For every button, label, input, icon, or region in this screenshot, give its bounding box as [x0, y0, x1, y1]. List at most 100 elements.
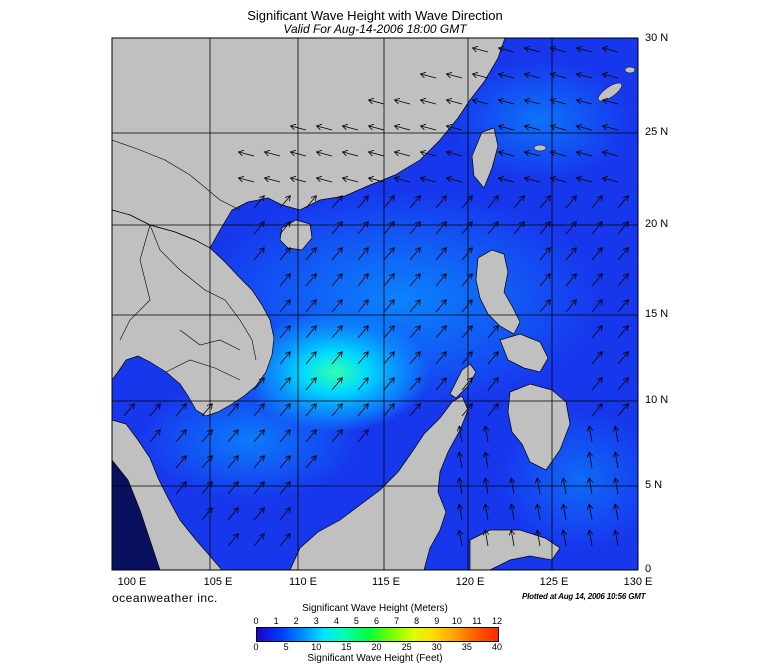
wave-arrow [369, 152, 385, 157]
wave-arrow [279, 274, 290, 287]
wave-arrow [305, 378, 316, 391]
wave-arrow [357, 378, 368, 391]
lat-label-25n: 25 N [645, 126, 669, 138]
wave-arrow [499, 48, 515, 53]
wave-arrow [357, 248, 368, 261]
wave-arrow [513, 196, 524, 209]
wave-arrow [565, 196, 576, 209]
wave-arrow [317, 126, 333, 131]
wave-arrow [537, 530, 540, 547]
wave-arrow [435, 248, 446, 261]
wave-arrow [565, 248, 576, 261]
wave-arrow [435, 378, 446, 391]
wave-arrow [253, 508, 264, 521]
wave-arrow [461, 326, 472, 339]
colorbar-tick: 2 [293, 616, 299, 626]
wave-arrow [461, 378, 472, 391]
wave-arrow [395, 126, 411, 131]
wave-arrow [253, 222, 264, 235]
wave-arrow [279, 222, 290, 235]
wave-arrow [551, 100, 567, 105]
wave-arrow [265, 178, 281, 183]
wave-arrow [357, 404, 368, 417]
colorbar-tick: 25 [401, 642, 412, 652]
wave-arrow [615, 426, 618, 443]
lon-label-125e: 125 E [539, 576, 569, 588]
wave-arrow [123, 404, 134, 417]
wave-arrow [617, 404, 628, 417]
wave-arrow [591, 222, 602, 235]
wave-arrow [421, 178, 437, 183]
wave-arrow [591, 274, 602, 287]
wave-arrow [253, 196, 264, 209]
wave-arrow [525, 126, 541, 131]
wave-arrow [551, 74, 567, 79]
wave-arrow [525, 152, 541, 157]
wave-arrow [409, 300, 420, 313]
plotted-timestamp: Plotted at Aug 14, 2006 10:56 GMT [522, 592, 646, 601]
land-borneo [289, 395, 469, 570]
colorbar-tick: 6 [373, 616, 379, 626]
wave-arrow [617, 300, 628, 313]
wave-arrow [305, 404, 316, 417]
wave-arrow [499, 126, 515, 131]
wave-arrow [279, 248, 290, 261]
colorbar-meters-title: Significant Wave Height (Meters) [302, 603, 448, 614]
wave-arrow [537, 504, 540, 521]
wave-arrow [227, 430, 238, 443]
colorbar-tick: 20 [371, 642, 382, 652]
wave-arrow [305, 430, 316, 443]
wave-arrow [473, 100, 489, 105]
land-sumatra [112, 459, 161, 570]
wave-arrow [487, 352, 498, 365]
wave-direction-arrows [123, 48, 628, 547]
colorbar-tick: 10 [451, 616, 462, 626]
wave-arrow [409, 352, 420, 365]
wave-hotspot [240, 312, 430, 432]
wave-arrow [461, 404, 472, 417]
wave-arrow [409, 274, 420, 287]
wave-arrow [525, 100, 541, 105]
wave-arrow [383, 248, 394, 261]
wave-arrow [383, 222, 394, 235]
wave-arrow [305, 300, 316, 313]
wave-arrow [331, 222, 342, 235]
colorbar-tick: 1 [273, 616, 279, 626]
wave-arrow [227, 404, 238, 417]
colorbar-tick: 35 [461, 642, 472, 652]
wave-arrow [409, 248, 420, 261]
wave-arrow [485, 426, 488, 443]
wave-arrow [591, 248, 602, 261]
wave-arrow [485, 530, 488, 547]
wave-arrow [617, 274, 628, 287]
lat-label-10n: 10 N [645, 394, 669, 406]
wave-arrow [357, 430, 368, 443]
wave-arrow [279, 352, 290, 365]
wave-arrow [447, 152, 463, 157]
lon-label-100e: 100 E [117, 576, 147, 588]
lat-label-20n: 20 N [645, 218, 669, 230]
land-mindanao [507, 383, 571, 471]
wave-arrow [459, 504, 462, 521]
brand-logo-text: oceanweather inc. [112, 591, 218, 605]
wave-arrow [589, 530, 592, 547]
wave-arrow [239, 152, 255, 157]
wave-arrow [279, 404, 290, 417]
colorbar-tick: 5 [283, 642, 289, 652]
wave-arrow [499, 74, 515, 79]
lat-lon-grid [112, 38, 638, 570]
colorbar-tick: 15 [341, 642, 352, 652]
wave-arrow [551, 48, 567, 53]
wave-arrow [603, 178, 619, 183]
wave-arrow [279, 430, 290, 443]
colorbar-feet-ticks: 0 5 10 15 20 25 30 35 40 [253, 642, 502, 654]
wave-arrow [473, 74, 489, 79]
wave-arrow [617, 222, 628, 235]
wave-arrow [201, 482, 212, 495]
wave-arrow [487, 222, 498, 235]
wave-arrow [227, 508, 238, 521]
wave-arrow [317, 178, 333, 183]
wave-arrow [305, 274, 316, 287]
colorbar-tick: 8 [414, 616, 420, 626]
wave-arrow [563, 530, 566, 547]
